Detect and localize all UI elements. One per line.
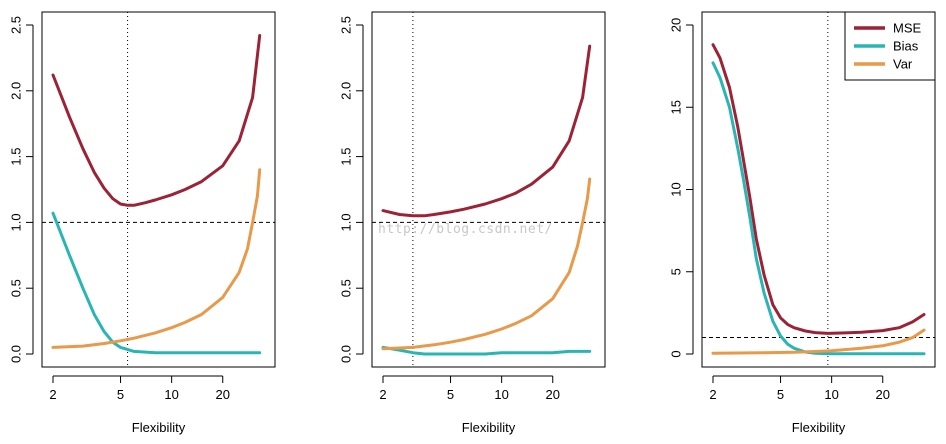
watermark: http://blog.csdn.net/: [378, 222, 553, 237]
series-line-mse: [711, 43, 926, 335]
y-tick-label: 0: [668, 350, 683, 357]
y-tick-label: 1.5: [8, 148, 23, 166]
x-tick-label: 20: [546, 387, 560, 402]
x-tick-label: 20: [216, 387, 230, 402]
x-tick-label: 2: [709, 387, 716, 402]
x-tick-label: 2: [49, 387, 56, 402]
plot-frame: [41, 11, 276, 368]
series-line-bias: [51, 211, 262, 355]
series-line-var: [711, 328, 926, 355]
y-tick-label: 5: [668, 268, 683, 275]
plot-frame: [371, 11, 606, 368]
x-tick-label: 10: [824, 387, 838, 402]
y-tick-label: 1.0: [338, 213, 353, 231]
x-axis-label: Flexibility: [462, 420, 516, 435]
y-tick-label: 2.0: [8, 82, 23, 100]
y-tick-label: 0.0: [338, 345, 353, 363]
series-line-var: [381, 177, 592, 351]
legend-label-var: Var: [893, 57, 913, 72]
series-line-bias: [711, 61, 926, 356]
y-tick-label: 2.0: [338, 82, 353, 100]
y-tick-label: 2.5: [8, 16, 23, 34]
y-tick-label: 15: [668, 100, 683, 114]
x-axis-label: Flexibility: [792, 420, 846, 435]
panel-2: 2 5 10 20 Flexibility 0.0 0.5 1.0 1.5 2.0 2.5: [338, 11, 606, 435]
series-line-mse: [51, 34, 262, 207]
x-tick-label: 5: [117, 387, 124, 402]
x-tick-label: 5: [447, 387, 454, 402]
legend-label-mse: MSE: [893, 21, 922, 36]
x-tick-label: 2: [379, 387, 386, 402]
legend-label-bias: Bias: [893, 39, 919, 54]
panel-3: 2 5 10 20 Flexibility 0 5 10 15 20 MSE Bias Var: [668, 11, 936, 435]
x-axis-label: Flexibility: [132, 420, 186, 435]
y-tick-label: 10: [668, 182, 683, 196]
y-tick-label: 0.5: [8, 279, 23, 297]
y-tick-label: 0.5: [338, 279, 353, 297]
y-tick-label: 1.0: [8, 213, 23, 231]
x-tick-label: 5: [777, 387, 784, 402]
x-tick-label: 10: [164, 387, 178, 402]
panel-1: 2 5 10 20 Flexibility 0.0 0.5 1.0 1.5 2.0 2.5: [8, 11, 276, 435]
series-line-var: [51, 168, 262, 349]
series-line-bias: [381, 345, 592, 356]
plot-frame: [701, 11, 936, 368]
legend: MSE Bias Var: [844, 11, 936, 81]
y-tick-label: 2.5: [338, 16, 353, 34]
y-tick-label: 1.5: [338, 148, 353, 166]
series-line-mse: [381, 44, 592, 218]
y-tick-label: 0.0: [8, 345, 23, 363]
x-tick-label: 20: [876, 387, 890, 402]
x-tick-label: 10: [494, 387, 508, 402]
y-tick-label: 20: [668, 18, 683, 32]
